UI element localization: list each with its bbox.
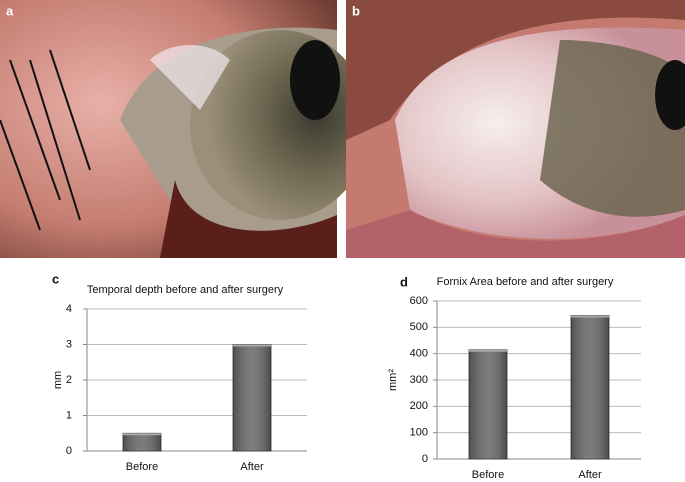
bar — [468, 349, 508, 460]
y-tick-label: 4 — [66, 303, 72, 315]
chart-title: Fornix Area before and after surgery — [437, 276, 614, 288]
bar — [570, 315, 610, 460]
y-tick-label: 500 — [410, 321, 428, 333]
y-tick-label: 0 — [422, 453, 428, 465]
y-tick-label: 300 — [410, 374, 428, 386]
bar — [122, 432, 162, 452]
bar-cap — [123, 433, 161, 436]
panel-label: c — [52, 271, 59, 286]
bar — [232, 344, 272, 452]
y-tick-label: 600 — [410, 295, 428, 307]
panel-label: d — [400, 274, 408, 289]
photo-a — [0, 0, 370, 258]
y-tick-label: 3 — [66, 338, 72, 350]
bar-cap — [571, 315, 609, 318]
x-tick-label: Before — [126, 461, 158, 473]
y-tick-label: 0 — [66, 445, 72, 457]
panel-label: a — [6, 3, 14, 18]
bar-cap — [469, 349, 507, 352]
y-tick-label: 200 — [410, 400, 428, 412]
bar-cap — [233, 344, 271, 347]
x-tick-label: After — [240, 461, 264, 473]
photo-b — [346, 0, 685, 258]
x-tick-label: Before — [472, 469, 504, 481]
y-tick-label: 400 — [410, 348, 428, 360]
y-axis-label: mm² — [387, 369, 399, 391]
y-tick-label: 1 — [66, 409, 72, 421]
y-tick-label: 100 — [410, 427, 428, 439]
y-axis-label: mm — [52, 371, 64, 389]
y-tick-label: 2 — [66, 374, 72, 386]
chart-title: Temporal depth before and after surgery — [87, 284, 284, 296]
x-tick-label: After — [578, 469, 602, 481]
panel-label: b — [352, 3, 360, 18]
